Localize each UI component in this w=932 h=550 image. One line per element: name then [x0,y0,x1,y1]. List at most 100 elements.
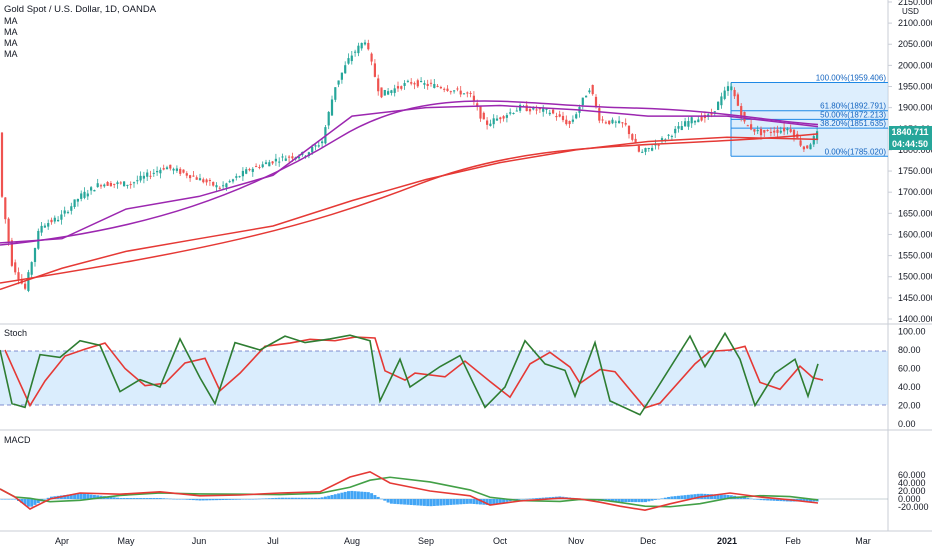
macd-histogram-bar [323,496,327,499]
candle-body [565,119,568,125]
macd-histogram-bar [432,499,436,506]
candle-body [314,145,317,147]
candle-body [327,112,330,126]
candle-body [205,179,208,183]
macd-histogram-bar [663,497,667,499]
candle-body [469,92,472,94]
fib-level-label: 0.00%(1785.020) [825,147,887,156]
candle-body [396,86,400,89]
macd-histogram-bar [743,497,746,499]
macd-histogram-bar [429,499,433,507]
macd-histogram-bar [112,497,116,499]
candle-body [413,83,416,85]
macd-histogram-bar [337,493,341,499]
macd-histogram-bar [442,499,446,506]
macd-histogram-bar [756,499,760,500]
candle-body [99,185,103,187]
macd-histogram-bar [485,499,489,505]
macd-histogram-bar [244,499,248,500]
macd-histogram-bar [218,499,222,501]
indicator-label-3[interactable]: MA [4,38,18,48]
macd-histogram-bar [356,491,360,499]
candle-body [495,118,499,121]
candle-body [453,90,456,92]
candle-body [251,168,254,172]
candle-body [558,114,561,117]
macd-histogram-bar [13,499,17,500]
macd-histogram-bar [439,499,443,506]
macd-histogram-bar [413,499,416,506]
macd-histogram-bar [314,497,317,499]
macd-histogram-bar [175,499,179,500]
macd-histogram-bar [30,499,34,507]
macd-histogram-bar [300,497,304,499]
macd-histogram-bar [693,494,697,499]
macd-histogram-bar [673,496,677,499]
macd-histogram-bar [3,499,7,500]
macd-histogram-bar [752,499,756,500]
macd-histogram-bar [340,492,344,499]
time-axis-labels[interactable]: Apr May Jun Jul Aug Sep Oct Nov Dec 2021 Feb Mar [55,536,871,546]
macd-histogram-bar [393,499,397,504]
macd-histogram-bar [640,499,644,503]
candle-body [568,121,571,125]
candle-body [30,262,33,275]
macd-histogram-bar [172,498,176,500]
macd-histogram-bar [419,499,423,506]
macd-histogram-bar [0,499,4,500]
candle-body [769,131,772,133]
price-axis-ticks[interactable]: 2150.000 2100.000 2050.000 2000.000 1950.000… [888,0,932,324]
candle-body [274,158,277,162]
macd-histogram-bar [158,498,162,499]
indicator-label-4[interactable]: MA [4,49,18,59]
macd-histogram-bar [297,497,301,499]
candle-body [7,218,10,242]
candle-body [169,164,172,169]
macd-histogram-bar [465,499,469,504]
macd-histogram-bar [396,499,400,505]
macd-histogram-bar [43,499,47,500]
macd-tick-label: 0.000 [898,494,921,504]
fib-level-label: 100.00%(1959.406) [816,74,887,83]
candle-body [690,117,693,124]
macd-histogram-bar [525,498,529,500]
macd-histogram-bar [294,497,298,499]
macd-pane-label[interactable]: MACD [4,435,31,445]
candle-body [109,183,112,187]
candle-body [142,175,145,179]
stoch-lines [0,331,824,416]
macd-histogram-bar [86,494,90,499]
candle-body [90,187,93,191]
candle-body [264,162,268,164]
candle-body [538,108,541,110]
macd-histogram-bar [188,499,192,500]
stoch-band [0,351,888,405]
macd-histogram-bar [224,499,228,500]
macd-histogram-bar [422,499,426,506]
macd-histogram-bar [327,495,331,499]
macd-histogram-bar [769,499,773,501]
stoch-tick-label: 0.00 [898,419,916,429]
stoch-pane-label[interactable]: Stoch [4,328,27,338]
macd-histogram-bar [376,496,380,499]
macd-histogram-bar [617,499,621,502]
macd-histogram-bar [152,498,156,499]
candle-body [677,126,680,129]
candle-body [611,119,614,124]
macd-histogram-bar [215,499,218,501]
candle-body [802,146,805,150]
candle-body [598,108,601,121]
candle-body [238,176,241,178]
candle-body [195,177,198,180]
candle-body [139,175,142,181]
indicator-label-2[interactable]: MA [4,27,18,37]
macd-histogram-bar [627,499,631,503]
price-tick-label: 1400.000 [898,314,932,324]
indicator-label-1[interactable]: MA [4,16,18,26]
macd-histogram-bar [620,499,624,503]
macd-histogram-bar [719,494,723,499]
price-tick-label: 1500.000 [898,272,932,282]
macd-histogram-bar [436,499,440,506]
candle-body [783,127,786,132]
